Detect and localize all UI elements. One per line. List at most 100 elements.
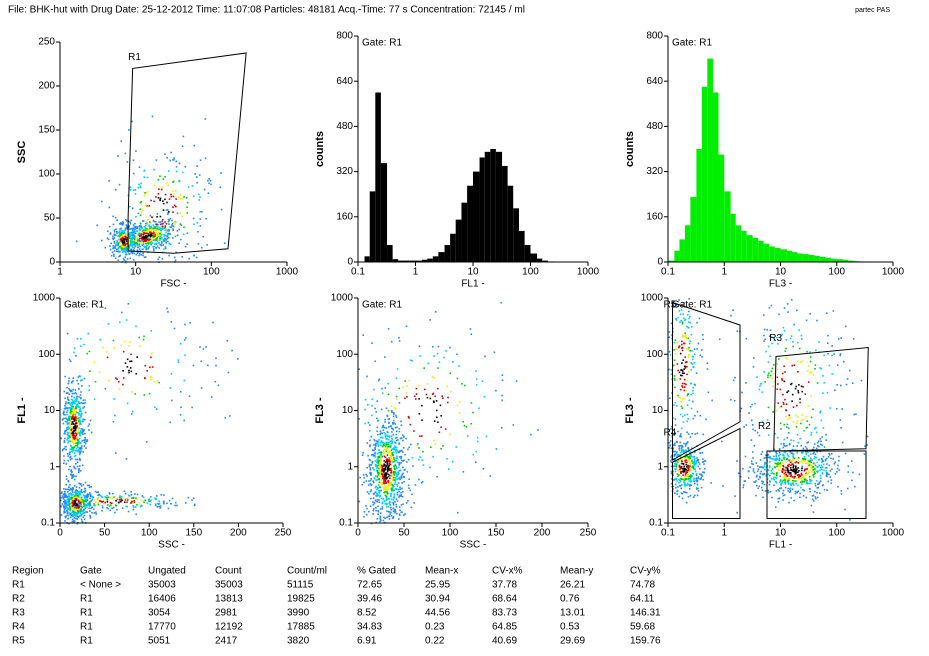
density-dot [76, 337, 79, 340]
density-dot [779, 465, 782, 467]
density-dot [105, 351, 108, 353]
density-dot [65, 448, 67, 451]
density-dot [122, 236, 124, 239]
histogram-bar [701, 86, 708, 262]
density-dot [736, 330, 739, 333]
density-dot [133, 501, 135, 504]
density-dot [172, 195, 175, 198]
density-dot [674, 444, 676, 447]
density-dot [402, 472, 405, 475]
density-dot [384, 356, 386, 358]
density-dot [810, 504, 813, 507]
density-dot [687, 478, 690, 480]
density-dot [377, 433, 379, 436]
density-dot [65, 418, 68, 420]
density-dot [174, 235, 177, 238]
density-dot [777, 458, 780, 461]
density-dot [795, 414, 798, 417]
density-dot [737, 472, 740, 475]
density-dot [784, 481, 787, 484]
density-dot [770, 370, 773, 373]
density-dot [159, 237, 161, 240]
density-dot [108, 493, 111, 495]
density-dot [685, 361, 688, 363]
density-dot [163, 240, 165, 243]
density-dot [138, 239, 140, 242]
density-dot [131, 500, 133, 503]
density-dot [390, 480, 393, 483]
density-dot [214, 380, 217, 383]
density-dot [372, 508, 375, 510]
density-dot [693, 480, 695, 483]
density-dot [69, 448, 72, 450]
density-dot [701, 475, 704, 478]
density-dot [150, 199, 152, 202]
density-dot [816, 491, 818, 494]
density-dot [699, 473, 701, 475]
density-dot [109, 232, 112, 234]
density-dot [68, 437, 70, 440]
density-dot [391, 475, 393, 477]
density-dot [761, 482, 764, 485]
density-dot [767, 361, 770, 363]
density-dot [364, 398, 367, 401]
density-dot [155, 247, 157, 249]
density-dot [411, 493, 413, 496]
density-dot [74, 389, 77, 391]
density-dot [754, 429, 757, 432]
density-dot [73, 408, 76, 410]
density-dot [777, 464, 780, 466]
density-dot [788, 414, 791, 417]
density-dot [684, 356, 686, 358]
density-dot [132, 227, 135, 230]
density-dot [65, 417, 67, 420]
density-dot [128, 225, 130, 227]
density-dot [185, 337, 187, 339]
density-dot [816, 466, 818, 468]
density-dot [795, 477, 798, 480]
density-dot [795, 422, 798, 424]
density-dot [687, 457, 689, 460]
density-dot [79, 394, 82, 396]
density-dot [821, 471, 824, 474]
density-dot [386, 435, 389, 438]
density-dot [781, 372, 784, 375]
density-dot [761, 489, 764, 492]
density-dot [96, 491, 98, 494]
density-dot [143, 176, 146, 178]
density-dot [121, 241, 124, 243]
y-tick-label: 1000 [331, 293, 354, 304]
density-dot [110, 502, 113, 505]
density-dot [85, 495, 87, 497]
density-dot [74, 416, 77, 418]
density-dot [70, 470, 72, 472]
density-dot [143, 226, 146, 228]
density-dot [762, 481, 764, 483]
density-dot [689, 477, 692, 480]
density-dot [109, 501, 112, 504]
density-dot [693, 348, 696, 350]
density-dot [174, 259, 177, 262]
density-dot [210, 396, 213, 398]
density-dot [70, 398, 73, 401]
density-dot [79, 459, 82, 461]
density-dot [792, 465, 795, 467]
density-dot [670, 459, 672, 462]
density-dot [72, 494, 74, 496]
density-dot [779, 475, 781, 478]
density-dot [71, 457, 73, 460]
density-dot [66, 506, 68, 509]
density-dot [432, 392, 435, 395]
density-dot [124, 492, 127, 495]
density-dot [114, 414, 116, 417]
density-dot [377, 461, 380, 463]
density-dot [679, 374, 682, 377]
x-tick-label: 1000 [276, 267, 299, 278]
x-axis-label: FL1 - [769, 540, 792, 551]
density-dot [686, 420, 688, 423]
density-dot [678, 481, 680, 484]
density-dot [378, 481, 381, 483]
density-dot [112, 339, 115, 342]
density-dot [701, 451, 704, 454]
